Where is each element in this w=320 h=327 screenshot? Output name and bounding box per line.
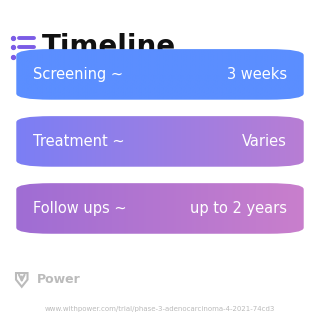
Text: Power: Power xyxy=(37,273,81,286)
Text: Timeline: Timeline xyxy=(42,33,176,61)
Text: www.withpower.com/trial/phase-3-adenocarcinoma-4-2021-74cd3: www.withpower.com/trial/phase-3-adenocar… xyxy=(45,306,275,312)
